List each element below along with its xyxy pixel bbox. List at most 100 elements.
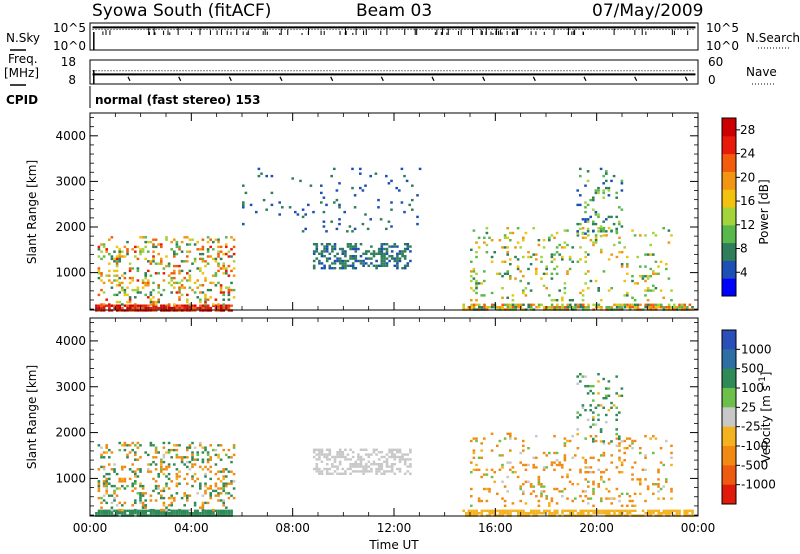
scatter-cell bbox=[667, 512, 671, 515]
scatter-cell bbox=[136, 279, 140, 282]
scatter-cell bbox=[100, 274, 103, 277]
scatter-cell bbox=[678, 306, 681, 309]
scatter-cell bbox=[662, 509, 666, 512]
n-sky-n-search-panel: N.Sky 10^5 10^0 10^5 10^0 N.Search bbox=[6, 21, 800, 53]
scatter-cell bbox=[540, 490, 543, 493]
scatter-cell bbox=[325, 458, 329, 461]
scatter-cell bbox=[183, 306, 187, 310]
scatter-cell bbox=[657, 265, 660, 268]
scatter-cell bbox=[618, 435, 621, 438]
scatter-cell bbox=[359, 243, 363, 246]
scatter-cell bbox=[152, 255, 155, 258]
scatter-cell bbox=[162, 489, 166, 493]
scatter-cell bbox=[485, 499, 489, 503]
scatter-cell bbox=[178, 296, 181, 299]
scatter-cell bbox=[97, 276, 101, 280]
scatter-cell bbox=[162, 468, 166, 471]
scatter-cell bbox=[594, 439, 598, 443]
scatter-cell bbox=[160, 458, 163, 461]
scatter-cell bbox=[383, 243, 386, 246]
scatter-cell bbox=[110, 501, 114, 505]
scatter-cell bbox=[555, 231, 559, 235]
scatter-cell bbox=[170, 272, 173, 275]
nave-dip-mark bbox=[634, 76, 638, 82]
scatter-cell bbox=[652, 284, 655, 287]
scatter-cell bbox=[318, 458, 321, 461]
scatter-cell bbox=[115, 262, 119, 265]
scatter-cell bbox=[592, 411, 595, 414]
scatter-cell bbox=[344, 470, 347, 473]
velocity-colorbar-segment bbox=[722, 407, 736, 428]
scatter-cell bbox=[537, 509, 541, 512]
scatter-cell bbox=[584, 471, 587, 474]
scatter-cell bbox=[396, 264, 399, 267]
scatter-cell bbox=[336, 453, 339, 456]
scatter-cell bbox=[97, 255, 101, 258]
scatter-cell bbox=[576, 512, 580, 515]
scatter-cell bbox=[535, 495, 538, 498]
scatter-cell bbox=[196, 477, 199, 481]
scatter-cell bbox=[325, 453, 329, 456]
scatter-cell bbox=[175, 477, 179, 481]
scatter-cell bbox=[160, 508, 163, 512]
scatter-cell bbox=[641, 509, 645, 512]
scatter-cell bbox=[175, 453, 179, 457]
scatter-cell bbox=[113, 306, 116, 310]
scatter-cell bbox=[522, 512, 525, 515]
scatter-cell bbox=[586, 218, 590, 221]
scatter-cell bbox=[540, 260, 543, 263]
scatter-cell bbox=[543, 512, 546, 515]
scatter-cell bbox=[475, 279, 478, 283]
scatter-cell bbox=[641, 277, 645, 280]
scatter-cell bbox=[154, 238, 158, 241]
scatter-cell bbox=[553, 487, 556, 491]
scatter-cell bbox=[157, 487, 160, 490]
scatter-cell bbox=[548, 512, 551, 515]
scatter-cell bbox=[576, 428, 579, 431]
scatter-cell bbox=[542, 272, 546, 275]
scatter-cell bbox=[154, 448, 158, 452]
scatter-cell bbox=[496, 492, 499, 495]
scatter-cell bbox=[294, 210, 297, 214]
scatter-cell bbox=[144, 509, 148, 512]
scatter-cell bbox=[147, 306, 150, 310]
scatter-cell bbox=[188, 306, 192, 310]
scatter-cell bbox=[173, 269, 176, 273]
scatter-cell bbox=[225, 512, 228, 515]
scatter-cell bbox=[170, 291, 173, 294]
scatter-cell bbox=[110, 304, 114, 307]
scatter-cell bbox=[491, 306, 494, 309]
scatter-cell bbox=[196, 306, 200, 310]
power-colorbar-tick-label: 4 bbox=[740, 265, 748, 279]
scatter-cell bbox=[535, 267, 538, 271]
scatter-cell bbox=[354, 255, 358, 258]
scatter-cell bbox=[380, 245, 384, 248]
scatter-cell bbox=[657, 306, 660, 309]
scatter-cell bbox=[219, 509, 223, 512]
scatter-cell bbox=[406, 264, 410, 267]
scatter-cell bbox=[480, 475, 483, 479]
scatter-cell bbox=[623, 294, 626, 297]
scatter-cell bbox=[398, 250, 402, 253]
scatter-cell bbox=[209, 512, 213, 515]
scatter-cell bbox=[139, 456, 142, 459]
scatter-cell bbox=[344, 259, 347, 263]
power-colorbar-segment bbox=[722, 189, 736, 208]
scatter-cell bbox=[587, 234, 590, 237]
scatter-cell bbox=[623, 451, 626, 455]
scatter-cell bbox=[600, 512, 603, 515]
velocity-colorbar-segment bbox=[722, 349, 736, 370]
scatter-cell bbox=[160, 465, 163, 469]
scatter-cell bbox=[335, 189, 339, 192]
scatter-cell bbox=[597, 303, 601, 306]
scatter-cell bbox=[199, 465, 202, 469]
scatter-cell bbox=[351, 451, 355, 454]
scatter-cell bbox=[537, 306, 541, 309]
scatter-cell bbox=[160, 489, 163, 493]
scatter-cell bbox=[167, 441, 171, 445]
scatter-cell bbox=[561, 495, 564, 498]
scatter-cell bbox=[222, 293, 225, 297]
scatter-cell bbox=[113, 304, 116, 307]
scatter-cell bbox=[351, 465, 355, 468]
scatter-cell bbox=[123, 512, 127, 515]
